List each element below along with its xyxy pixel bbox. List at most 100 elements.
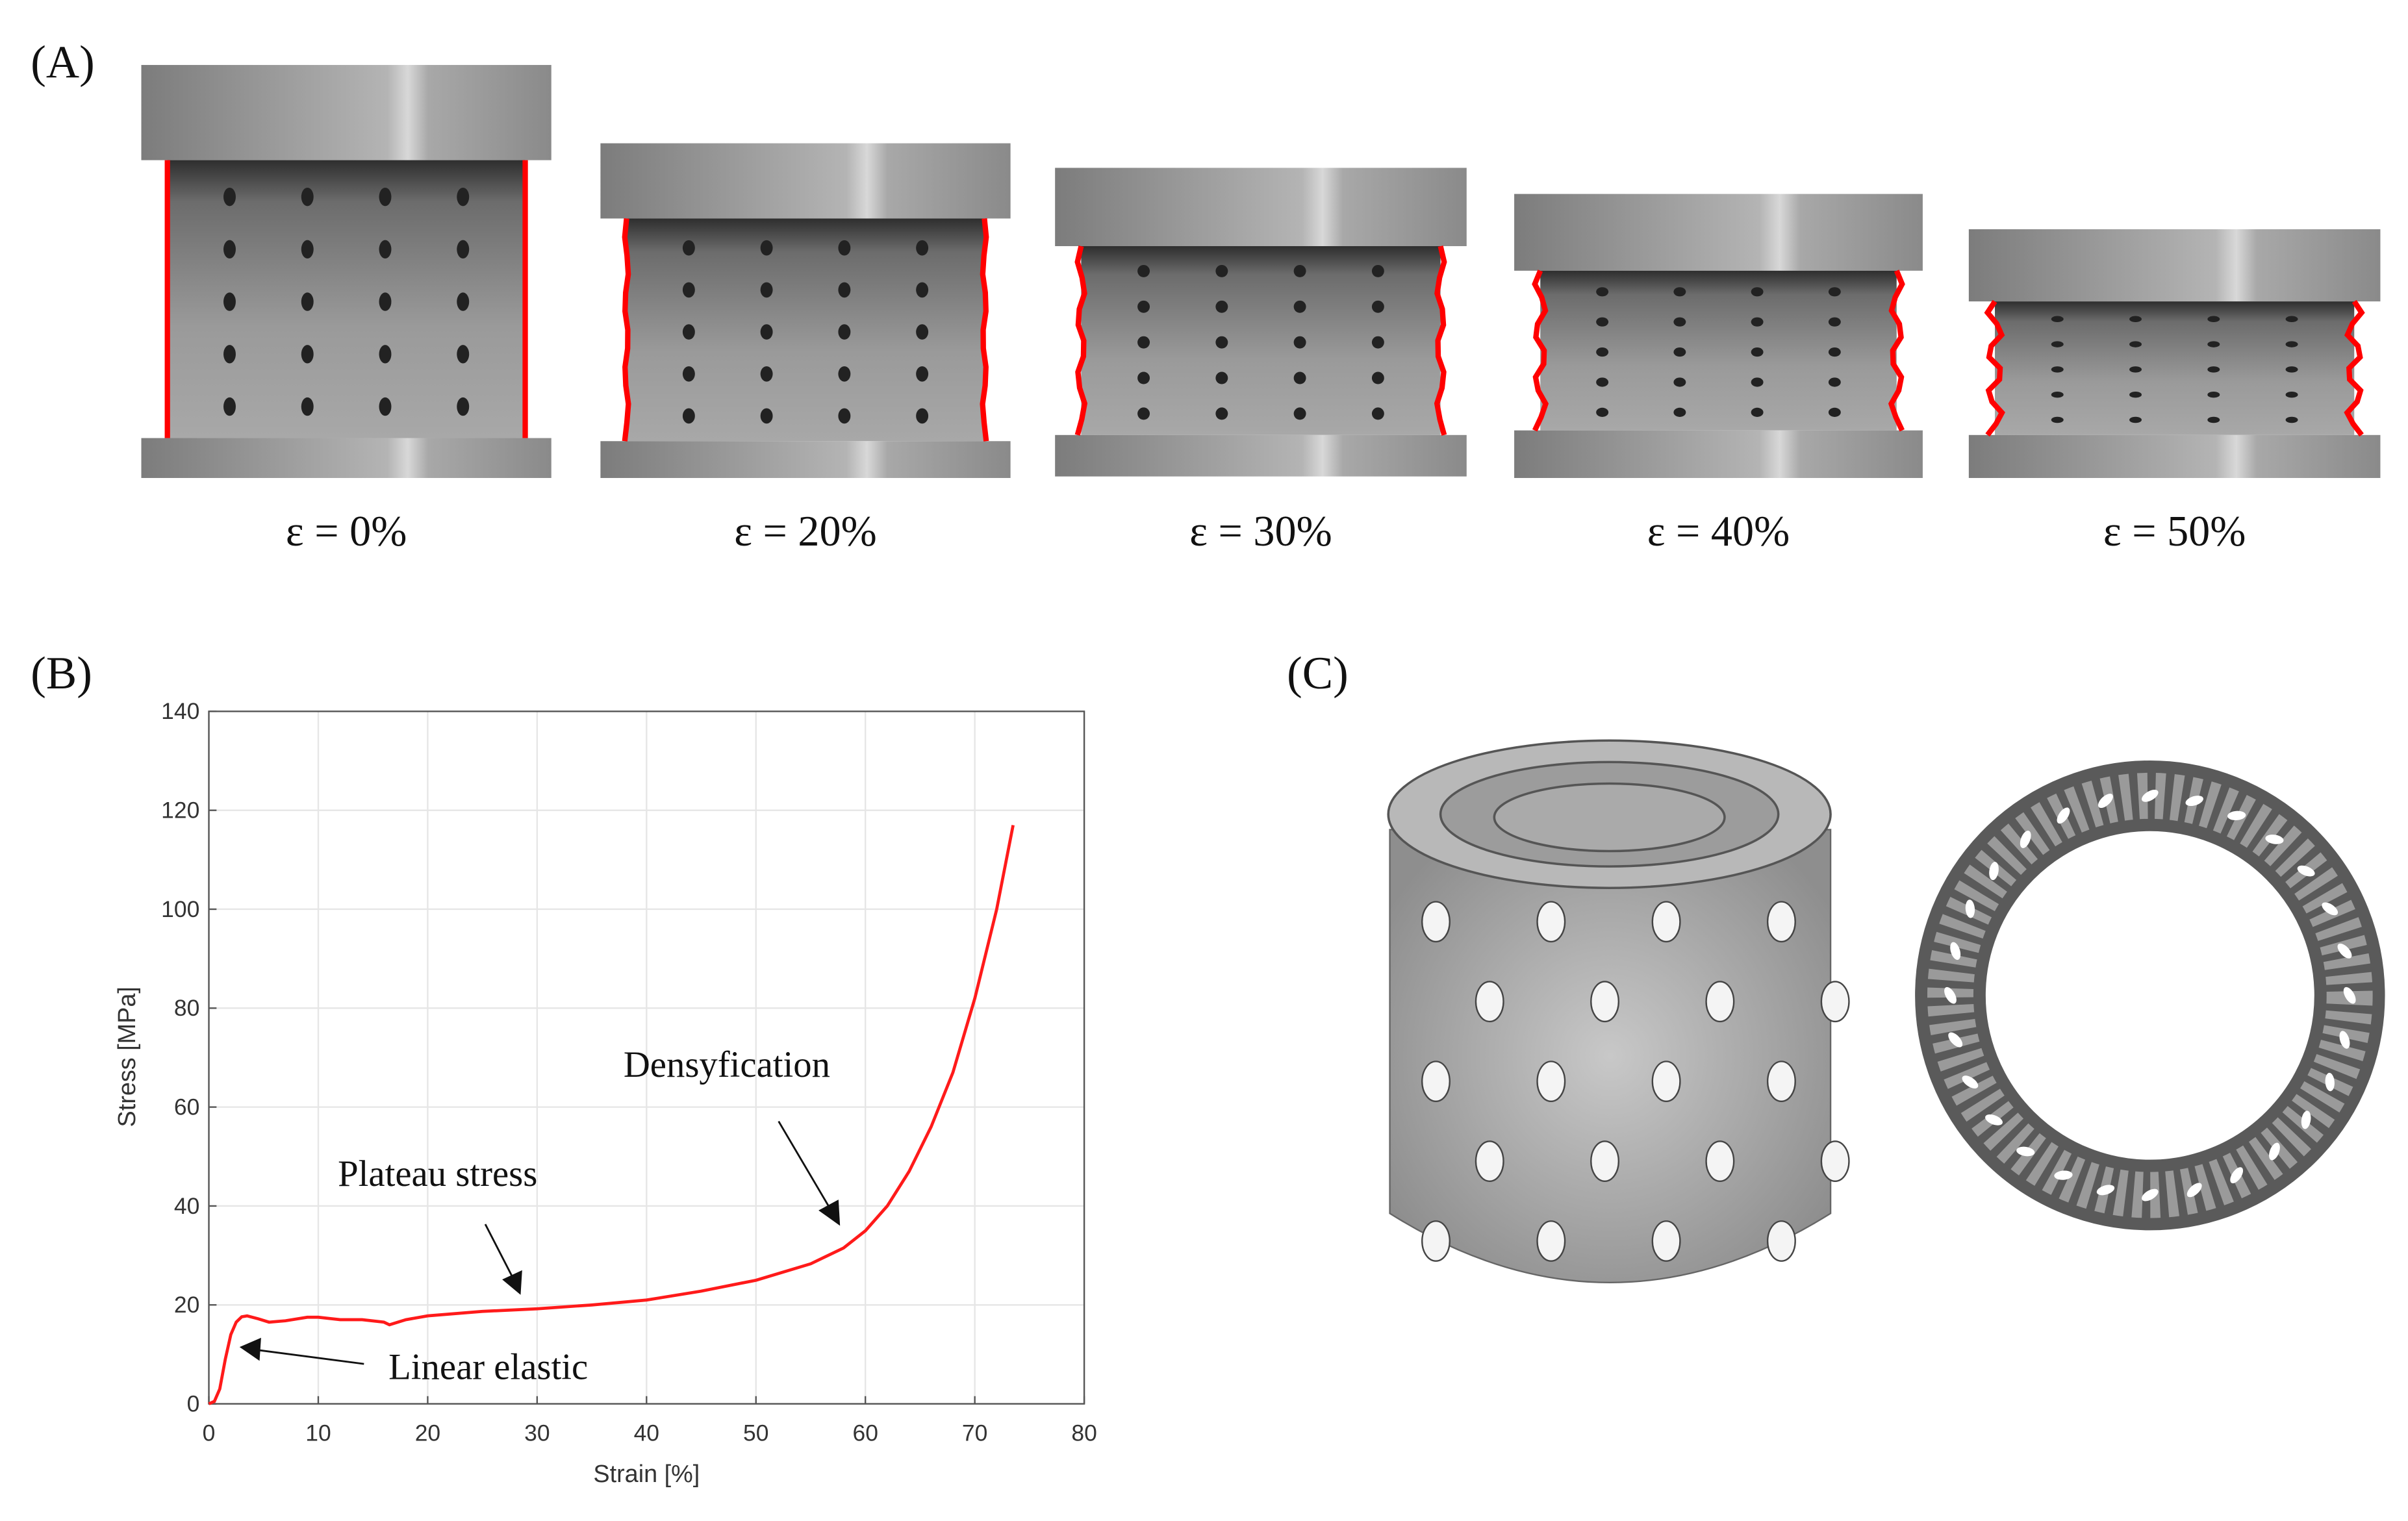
pore bbox=[838, 240, 851, 256]
arrow-head bbox=[502, 1270, 522, 1295]
pore bbox=[1766, 1220, 1796, 1262]
stress-strain-chart: 0 10 20 30 40 50 60 70 80 0 20 40 60 80 100 120 140 Stra… bbox=[114, 698, 1097, 1488]
pore bbox=[916, 282, 929, 298]
x-tick-label: 40 bbox=[634, 1420, 659, 1446]
pore bbox=[457, 345, 470, 364]
pore bbox=[1751, 317, 1764, 327]
pore bbox=[2207, 341, 2220, 347]
pore bbox=[301, 187, 314, 207]
panel-c-label: (C) bbox=[1287, 648, 1349, 699]
pore bbox=[223, 345, 236, 364]
axis-ticks: 0 10 20 30 40 50 60 70 80 0 20 40 60 80 100 120 140 bbox=[161, 698, 1097, 1446]
pore bbox=[1751, 407, 1764, 417]
x-tick-label: 10 bbox=[305, 1420, 331, 1446]
pore bbox=[1751, 377, 1764, 387]
specimen bbox=[167, 160, 526, 438]
specimen bbox=[626, 218, 985, 442]
pore bbox=[1590, 1140, 1620, 1182]
bottom-platen bbox=[141, 438, 551, 478]
pore bbox=[457, 187, 470, 207]
pore bbox=[2051, 341, 2064, 347]
pore bbox=[1766, 1061, 1796, 1103]
deformation-outline bbox=[1984, 299, 2005, 437]
pore bbox=[1596, 407, 1609, 417]
deformation-outline bbox=[1532, 270, 1549, 432]
pore bbox=[1293, 407, 1306, 420]
specimen bbox=[1540, 270, 1897, 431]
y-tick-label: 60 bbox=[174, 1094, 199, 1120]
pore bbox=[301, 397, 314, 416]
pore bbox=[2301, 1111, 2311, 1129]
pore bbox=[2297, 865, 2315, 877]
compression-frame: ε = 50% bbox=[1968, 229, 2381, 555]
pore bbox=[760, 240, 773, 256]
bottom-platen bbox=[1514, 430, 1923, 478]
pore bbox=[1651, 901, 1681, 943]
pore bbox=[1651, 1220, 1681, 1262]
pore bbox=[916, 324, 929, 340]
pore bbox=[301, 240, 314, 259]
pore bbox=[2325, 1072, 2335, 1092]
x-tick-label: 80 bbox=[1071, 1420, 1096, 1446]
pore bbox=[2285, 341, 2298, 347]
x-tick-label: 0 bbox=[203, 1420, 216, 1446]
pore bbox=[1962, 1075, 1979, 1088]
pore bbox=[2343, 987, 2356, 1004]
pore bbox=[2057, 807, 2070, 824]
pore bbox=[1371, 264, 1384, 277]
annotation-text: Linear elastic bbox=[388, 1347, 588, 1388]
pore bbox=[760, 324, 773, 340]
pore bbox=[682, 324, 695, 340]
pore bbox=[2269, 1142, 2280, 1161]
x-tick-label: 50 bbox=[743, 1420, 768, 1446]
pore bbox=[1828, 317, 1841, 327]
pore bbox=[379, 397, 392, 416]
pore bbox=[2129, 366, 2142, 373]
pore bbox=[1293, 300, 1306, 313]
y-tick-label: 20 bbox=[174, 1292, 199, 1318]
pore bbox=[1751, 347, 1764, 357]
pore bbox=[1751, 287, 1764, 297]
pore bbox=[2142, 1188, 2159, 1201]
strain-label: ε = 40% bbox=[1647, 508, 1790, 555]
pore bbox=[2051, 316, 2064, 323]
pore bbox=[1950, 942, 1961, 961]
pore bbox=[1673, 317, 1686, 327]
annotation-linear-elastic: Linear elastic bbox=[239, 1337, 588, 1388]
pore bbox=[2337, 943, 2352, 959]
pore bbox=[2129, 391, 2142, 398]
pore bbox=[2230, 1167, 2244, 1184]
pore bbox=[1965, 899, 1975, 918]
gyroid-ring-top-view bbox=[1915, 760, 2385, 1231]
bottom-platen bbox=[1055, 434, 1467, 477]
pore bbox=[2051, 391, 2064, 398]
pore bbox=[2207, 391, 2220, 398]
pore bbox=[2285, 366, 2298, 373]
top-platen bbox=[1055, 168, 1467, 247]
pore bbox=[2285, 391, 2298, 398]
pore bbox=[1215, 336, 1228, 349]
pore bbox=[838, 282, 851, 298]
deformation-outline bbox=[1434, 245, 1447, 436]
pore bbox=[1673, 377, 1686, 387]
strain-label: ε = 0% bbox=[286, 508, 407, 555]
bottom-platen bbox=[1968, 434, 2381, 478]
pore bbox=[1766, 901, 1796, 943]
pore bbox=[2227, 811, 2246, 820]
pore bbox=[457, 240, 470, 259]
y-tick-label: 120 bbox=[161, 797, 199, 823]
pore bbox=[1421, 901, 1451, 943]
x-tick-label: 20 bbox=[415, 1420, 440, 1446]
compression-frame: ε = 40% bbox=[1514, 194, 1923, 555]
pore bbox=[1371, 300, 1384, 313]
annotation-densyfication: Densyfication bbox=[624, 1044, 841, 1226]
pore bbox=[1293, 264, 1306, 277]
pore bbox=[682, 282, 695, 298]
panel-a-label: (A) bbox=[31, 37, 94, 88]
pore bbox=[1705, 1140, 1735, 1182]
pore bbox=[2322, 902, 2338, 916]
pore bbox=[1293, 371, 1306, 384]
y-axis-label: Stress [MPa] bbox=[114, 987, 141, 1127]
pore bbox=[1215, 300, 1228, 313]
pore bbox=[223, 397, 236, 416]
